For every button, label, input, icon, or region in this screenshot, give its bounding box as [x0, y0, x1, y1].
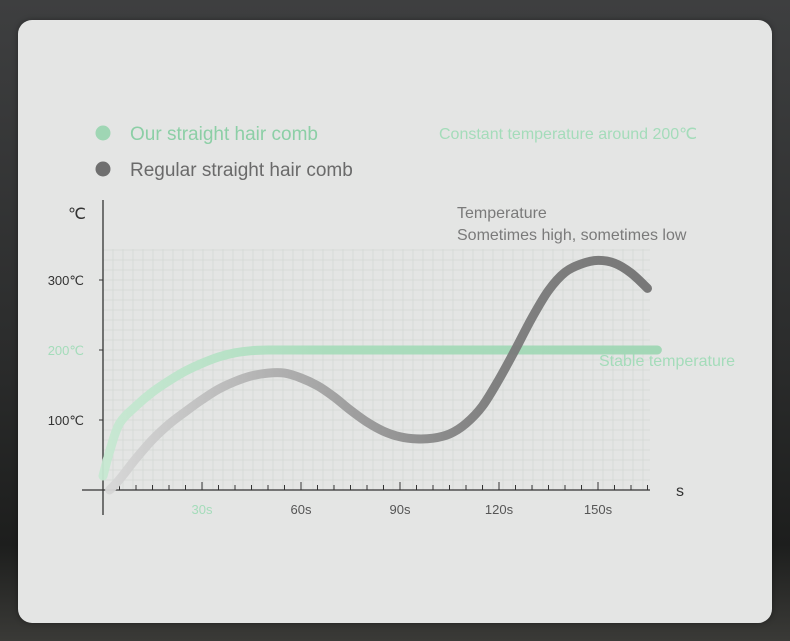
chart-axes: 30s 60s 90s 120s 150s 100℃ 200℃ 300℃ — [48, 200, 650, 517]
x-tick-label: 90s — [390, 502, 411, 517]
x-tick-label: 120s — [485, 502, 514, 517]
x-tick-label: 30s — [192, 502, 213, 517]
x-tick-label: 60s — [291, 502, 312, 517]
annotation-constant-temperature: Constant temperature around 200℃ — [439, 126, 697, 143]
y-tick-label: 100℃ — [48, 413, 84, 428]
legend-label-our-comb: Our straight hair comb — [130, 124, 318, 145]
series-line-regular-comb — [105, 255, 652, 495]
series-line-our-comb — [98, 345, 662, 481]
y-axis-title: ℃ — [68, 206, 86, 223]
legend-marker-regular-comb — [95, 161, 111, 177]
annotation-temperature-subtitle: Sometimes high, sometimes low — [457, 227, 687, 244]
chart-card — [18, 20, 772, 623]
chart-series — [98, 255, 662, 495]
legend-marker-our-comb — [95, 125, 111, 141]
x-axis-title: s — [676, 483, 684, 500]
y-tick-label: 300℃ — [48, 273, 84, 288]
legend-label-regular-comb: Regular straight hair comb — [130, 160, 353, 181]
annotation-temperature-title: Temperature — [457, 205, 547, 222]
y-tick-label: 200℃ — [48, 343, 84, 358]
annotation-stable-temperature: Stable temperature — [599, 353, 735, 370]
x-tick-label: 150s — [584, 502, 613, 517]
